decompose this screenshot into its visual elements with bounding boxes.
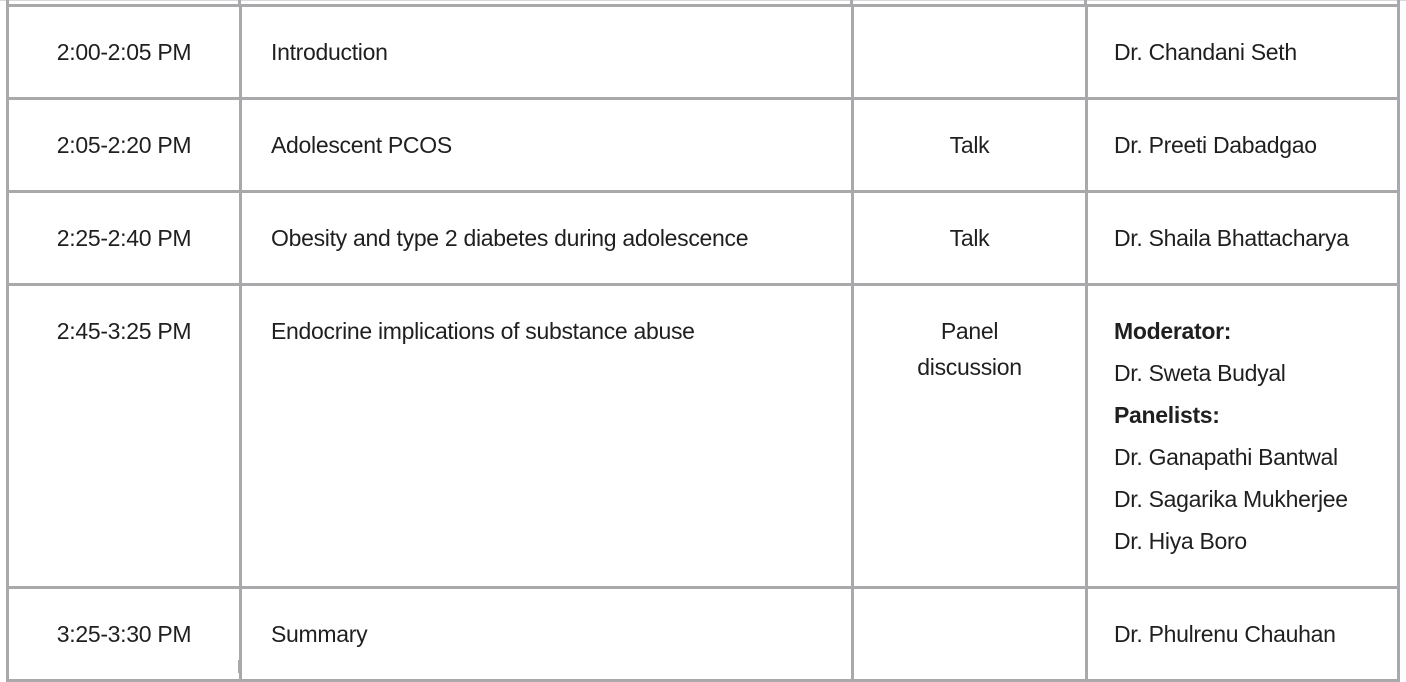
- table-border-extension: [6, 0, 9, 5]
- table-row: 2:45-3:25 PM Endocrine implications of s…: [6, 283, 1400, 589]
- speaker-cell: Dr. Shaila Bhattacharya: [1085, 190, 1400, 286]
- panelist-name: Dr. Sagarika Mukherjee: [1114, 486, 1348, 512]
- type-cell: [851, 4, 1088, 100]
- panelists-label: Panelists:: [1114, 402, 1220, 428]
- speaker-cell: Dr. Preeti Dabadgao: [1085, 97, 1400, 193]
- table-border-extension: [1084, 0, 1087, 5]
- table-border-extension: [1397, 660, 1400, 673]
- type-line: discussion: [917, 354, 1022, 380]
- moderator-label: Moderator:: [1114, 318, 1232, 344]
- table-row: 2:00-2:05 PM Introduction Dr. Chandani S…: [6, 4, 1400, 100]
- table-row: 2:05-2:20 PM Adolescent PCOS Talk Dr. Pr…: [6, 97, 1400, 193]
- top-divider: [0, 0, 1406, 1]
- topic-cell: Adolescent PCOS: [239, 97, 854, 193]
- type-cell: Panel discussion: [851, 283, 1088, 589]
- type-cell: Talk: [851, 97, 1088, 193]
- time-cell: 2:05-2:20 PM: [6, 97, 242, 193]
- table-row: 2:25-2:40 PM Obesity and type 2 diabetes…: [6, 190, 1400, 286]
- time-cell: 3:25-3:30 PM: [6, 586, 242, 682]
- schedule-table: 2:00-2:05 PM Introduction Dr. Chandani S…: [6, 4, 1400, 682]
- table-border-extension: [850, 0, 853, 5]
- speaker-cell: Moderator: Dr. Sweta Budyal Panelists: D…: [1085, 283, 1400, 589]
- time-cell: 2:25-2:40 PM: [6, 190, 242, 286]
- topic-cell: Summary: [239, 586, 854, 682]
- panelist-name: Dr. Hiya Boro: [1114, 528, 1247, 554]
- speaker-cell: Dr. Chandani Seth: [1085, 4, 1400, 100]
- type-cell: [851, 586, 1088, 682]
- table-row: 3:25-3:30 PM Summary Dr. Phulrenu Chauha…: [6, 586, 1400, 682]
- topic-cell: Endocrine implications of substance abus…: [239, 283, 854, 589]
- moderator-name: Dr. Sweta Budyal: [1114, 360, 1286, 386]
- panelist-name: Dr. Ganapathi Bantwal: [1114, 444, 1338, 470]
- time-cell: 2:45-3:25 PM: [6, 283, 242, 589]
- type-cell: Talk: [851, 190, 1088, 286]
- speaker-cell: Dr. Phulrenu Chauhan: [1085, 586, 1400, 682]
- time-cell: 2:00-2:05 PM: [6, 4, 242, 100]
- topic-cell: Obesity and type 2 diabetes during adole…: [239, 190, 854, 286]
- table-border-extension: [1397, 0, 1400, 5]
- topic-cell: Introduction: [239, 4, 854, 100]
- type-line: Panel: [940, 318, 999, 344]
- table-border-extension: [238, 0, 241, 5]
